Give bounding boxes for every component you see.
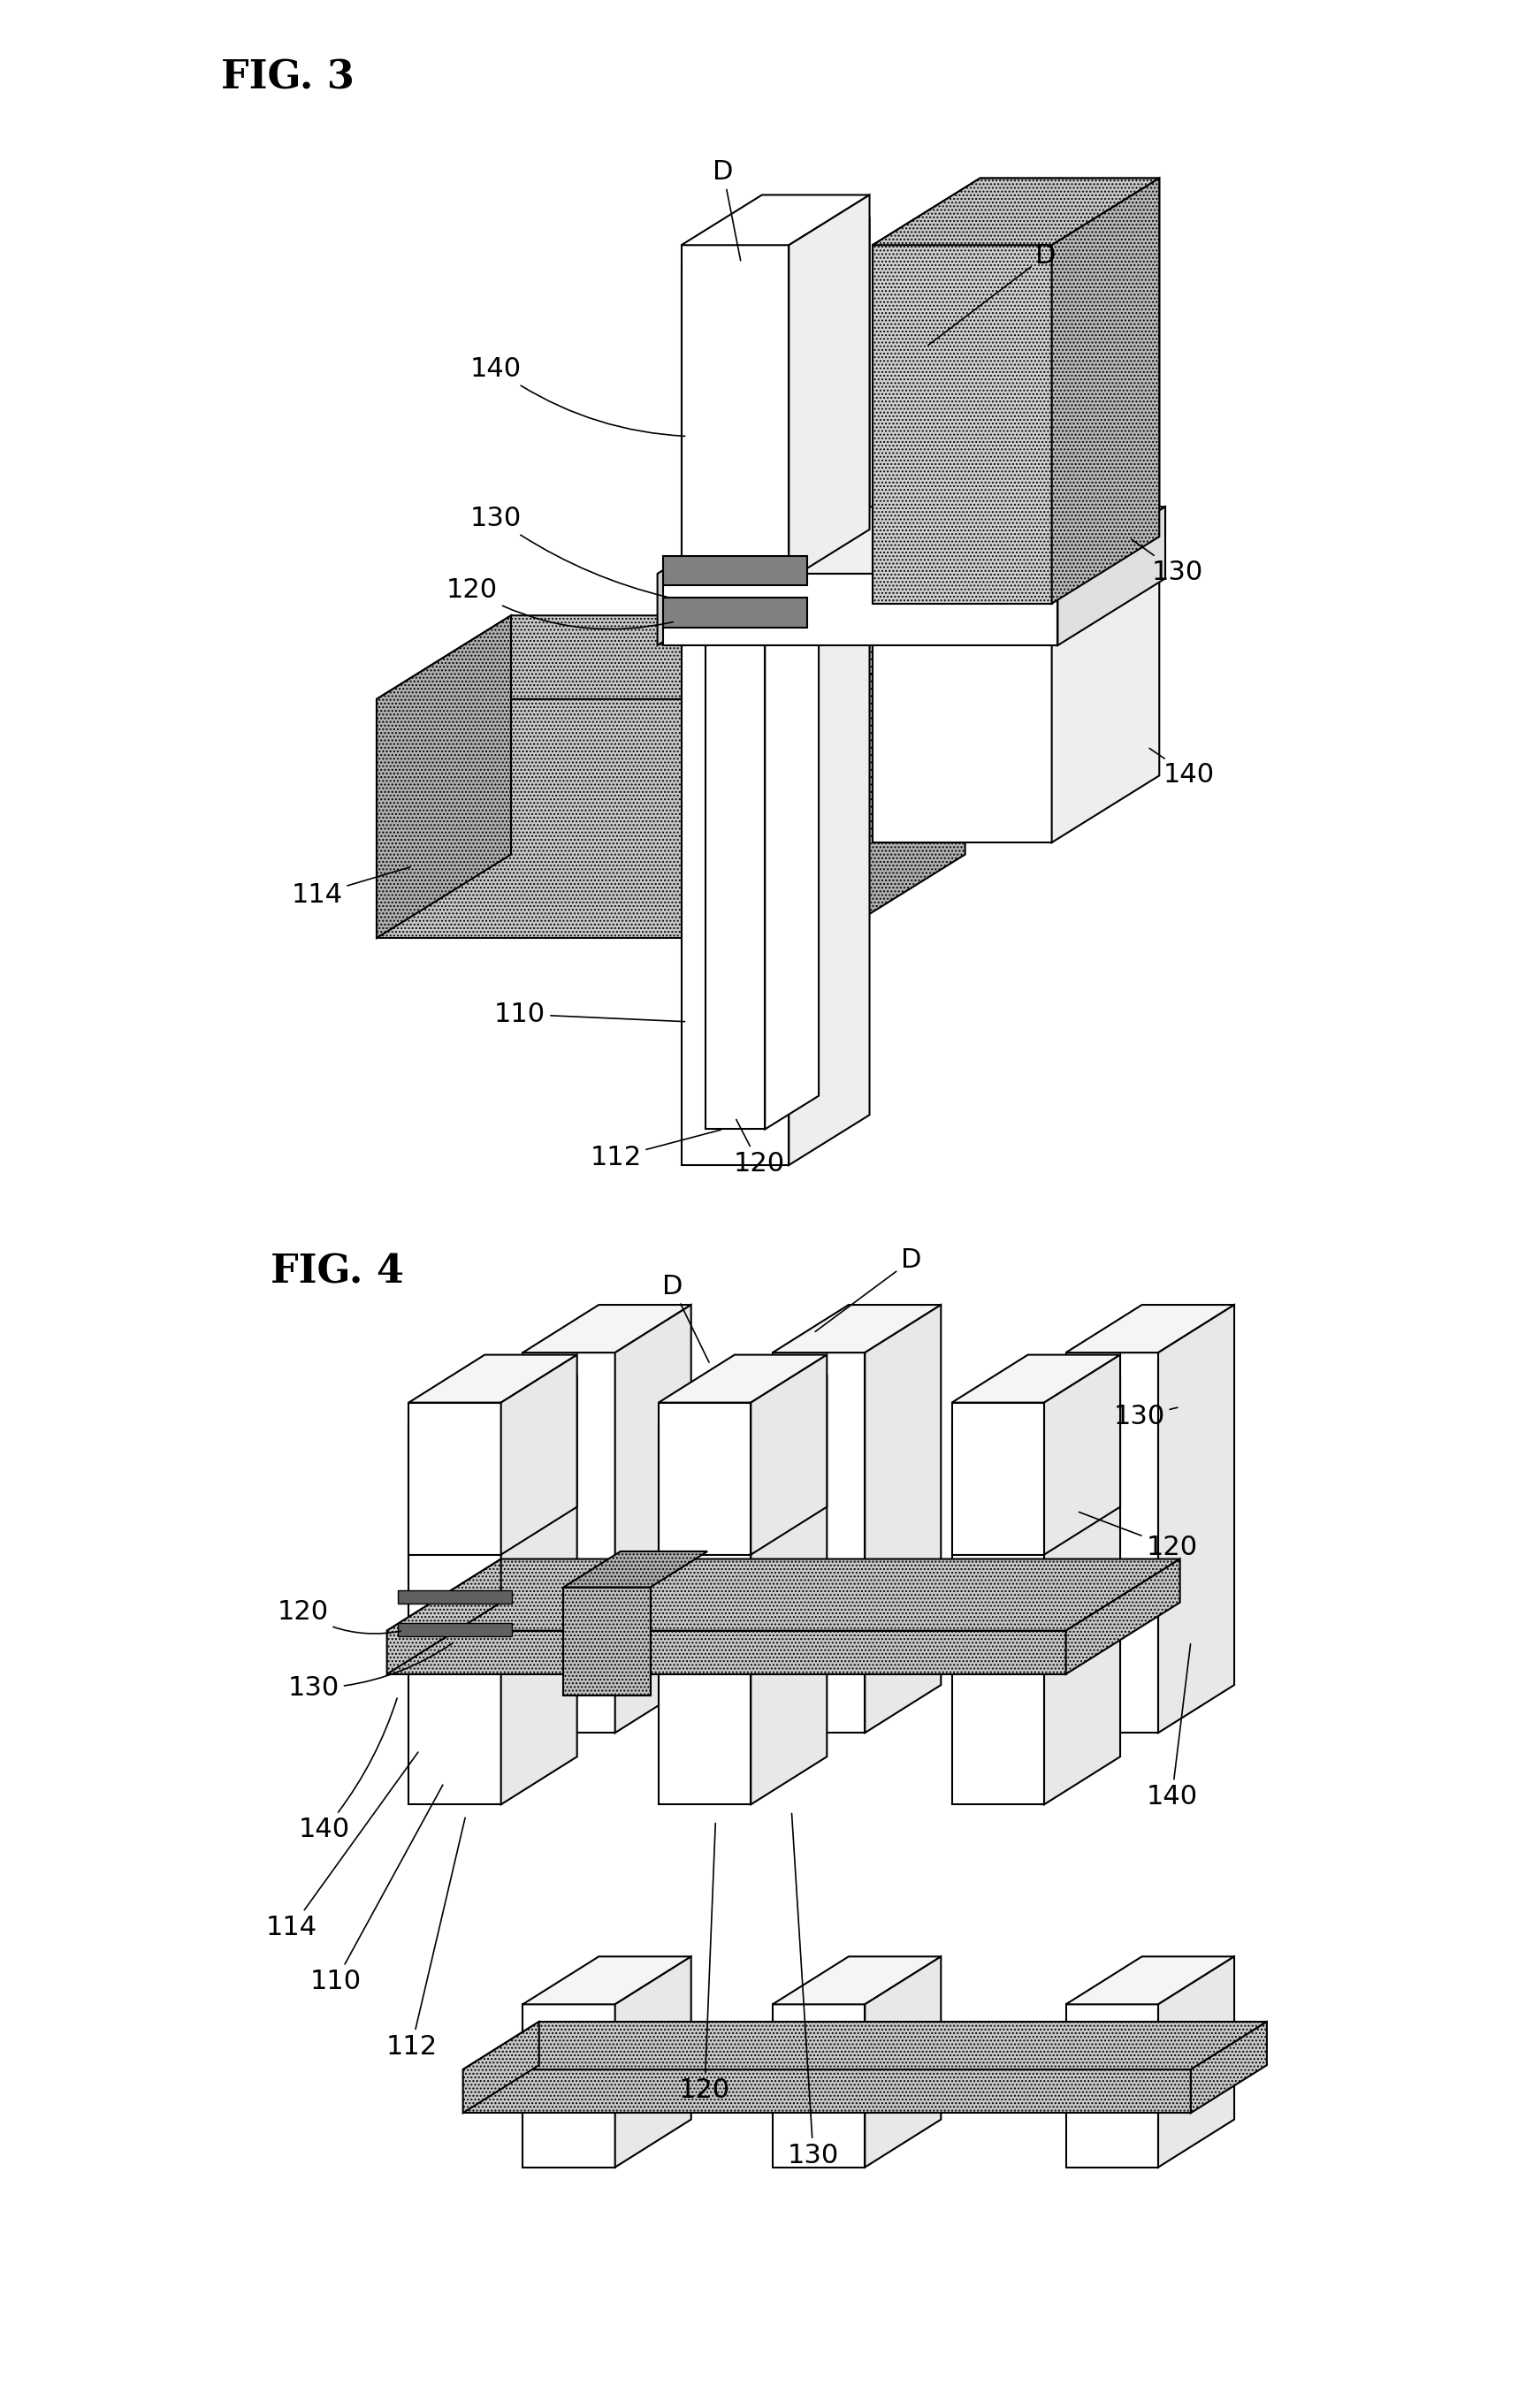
Text: D: D [927, 243, 1057, 344]
Text: D: D [662, 1274, 709, 1363]
Polygon shape [563, 1587, 650, 1695]
Polygon shape [773, 1353, 865, 1734]
Polygon shape [1158, 1958, 1234, 2167]
Polygon shape [615, 1958, 691, 2167]
Polygon shape [463, 2068, 1190, 2112]
Polygon shape [1066, 1558, 1179, 1674]
Polygon shape [773, 1305, 941, 1353]
Polygon shape [830, 616, 965, 939]
Polygon shape [873, 246, 1052, 604]
Polygon shape [657, 506, 765, 645]
Polygon shape [1052, 178, 1160, 843]
Polygon shape [463, 2023, 1268, 2068]
Polygon shape [789, 195, 870, 580]
Polygon shape [376, 616, 512, 939]
Polygon shape [1044, 1377, 1120, 1804]
Polygon shape [952, 1377, 1120, 1423]
Polygon shape [463, 2023, 539, 2112]
Text: 110: 110 [495, 1002, 685, 1028]
Polygon shape [387, 1558, 1179, 1630]
Polygon shape [682, 270, 789, 1165]
Polygon shape [522, 1958, 691, 2003]
Text: D: D [815, 1247, 921, 1332]
Polygon shape [408, 1423, 501, 1804]
Polygon shape [387, 1630, 1066, 1674]
Text: 140: 140 [1149, 749, 1214, 787]
Polygon shape [501, 1356, 577, 1556]
Polygon shape [659, 1377, 827, 1423]
Text: 130: 130 [788, 1813, 839, 2167]
Polygon shape [773, 2003, 865, 2167]
Polygon shape [376, 616, 965, 698]
Polygon shape [663, 597, 806, 628]
Text: 130: 130 [1114, 1404, 1178, 1430]
Text: 110: 110 [310, 1784, 443, 1994]
Text: 114: 114 [266, 1753, 417, 1941]
Polygon shape [873, 178, 1160, 246]
Polygon shape [663, 573, 1058, 645]
Polygon shape [952, 1401, 1044, 1556]
Polygon shape [789, 219, 870, 1165]
Polygon shape [773, 1958, 941, 2003]
Text: FIG. 4: FIG. 4 [270, 1252, 404, 1291]
Polygon shape [706, 306, 765, 1129]
Polygon shape [706, 272, 818, 306]
Text: 130: 130 [471, 506, 666, 597]
Polygon shape [501, 1377, 577, 1804]
Text: 112: 112 [386, 1818, 465, 2059]
Polygon shape [1044, 1356, 1120, 1556]
Polygon shape [1052, 178, 1160, 604]
Polygon shape [682, 195, 870, 246]
Polygon shape [663, 506, 1166, 573]
Polygon shape [1066, 2003, 1158, 2167]
Polygon shape [952, 1423, 1044, 1804]
Text: FIG. 3: FIG. 3 [222, 58, 355, 96]
Polygon shape [522, 1305, 691, 1353]
Polygon shape [1066, 1353, 1158, 1734]
Text: 114: 114 [291, 867, 410, 908]
Polygon shape [563, 1551, 707, 1587]
Text: 140: 140 [471, 356, 685, 436]
Polygon shape [522, 1353, 615, 1734]
Polygon shape [751, 1377, 827, 1804]
Polygon shape [865, 1305, 941, 1734]
Text: 140: 140 [1146, 1645, 1198, 1811]
Polygon shape [1066, 1305, 1234, 1353]
Polygon shape [865, 1958, 941, 2167]
Polygon shape [408, 1377, 577, 1423]
Polygon shape [522, 2003, 615, 2167]
Polygon shape [1158, 1305, 1234, 1734]
Polygon shape [659, 1423, 751, 1804]
Polygon shape [615, 1305, 691, 1734]
Text: D: D [713, 159, 741, 260]
Polygon shape [751, 1356, 827, 1556]
Polygon shape [659, 1401, 751, 1556]
Polygon shape [682, 219, 870, 270]
Polygon shape [387, 1558, 501, 1674]
Text: 112: 112 [591, 1129, 721, 1170]
Polygon shape [1066, 1958, 1234, 2003]
Polygon shape [952, 1356, 1120, 1401]
Polygon shape [663, 556, 806, 585]
Polygon shape [376, 698, 830, 939]
Text: 120: 120 [733, 1120, 785, 1178]
Polygon shape [408, 1401, 501, 1556]
Polygon shape [765, 272, 818, 1129]
Text: 130: 130 [1131, 539, 1202, 585]
Polygon shape [398, 1623, 512, 1635]
Polygon shape [873, 246, 1052, 843]
Polygon shape [682, 246, 789, 580]
Text: 120: 120 [278, 1599, 401, 1633]
Polygon shape [408, 1356, 577, 1401]
Text: 120: 120 [446, 578, 672, 628]
Polygon shape [1058, 506, 1166, 645]
Text: 140: 140 [299, 1698, 398, 1842]
Text: 120: 120 [679, 1823, 730, 2102]
Polygon shape [1190, 2023, 1268, 2112]
Polygon shape [873, 178, 1160, 246]
Text: 130: 130 [288, 1642, 452, 1700]
Polygon shape [398, 1592, 512, 1604]
Text: 120: 120 [1079, 1512, 1198, 1560]
Polygon shape [659, 1356, 827, 1401]
